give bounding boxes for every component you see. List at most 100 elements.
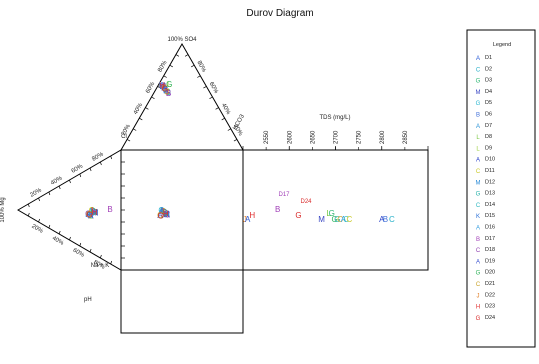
legend-label-d24: D24 xyxy=(485,315,495,321)
cation-point-d4: M xyxy=(92,209,99,218)
anion-right-tick-label: 40% xyxy=(220,102,232,116)
legend-symbol-d4: M xyxy=(476,90,481,96)
square-point-d6: B xyxy=(162,208,167,217)
square-point-d14: C xyxy=(161,208,167,217)
square-point-d17: B xyxy=(162,208,167,217)
anion-point-d19: A xyxy=(164,86,170,95)
tds-point-d20: G xyxy=(331,215,337,224)
legend-symbol-d10: A xyxy=(476,158,480,164)
cation-top-tick xyxy=(38,197,40,202)
cation-bottom-tick xyxy=(110,260,113,265)
legend-label-d4: D4 xyxy=(485,89,492,95)
anion-point-d16: A xyxy=(163,85,169,94)
cation-point-d14: C xyxy=(89,207,95,216)
legend-symbol-d2: C xyxy=(476,67,481,73)
tds-point-d10: A xyxy=(379,215,385,224)
cation-point-d10: A xyxy=(86,210,92,219)
tds-point-d13: G xyxy=(334,215,340,224)
cation-top-tick-label: 80% xyxy=(91,151,105,163)
anion-left-tick xyxy=(126,139,131,142)
cation-point-d3: G xyxy=(89,207,95,216)
square-point-d15: K xyxy=(164,210,170,219)
anion-right-tick xyxy=(197,75,201,78)
legend-symbol-d11: C xyxy=(476,169,481,175)
legend-label-d1: D1 xyxy=(485,55,492,61)
tds-tick-label: 2750 xyxy=(357,130,363,144)
tds-point-d16: A xyxy=(341,215,347,224)
square-point-d10: A xyxy=(157,211,163,220)
legend-label-d3: D3 xyxy=(485,78,492,84)
legend-label-d8: D8 xyxy=(485,134,492,140)
square-point-d23: H xyxy=(163,209,169,218)
legend-label-d19: D19 xyxy=(485,258,495,264)
anion-left-tick xyxy=(139,117,143,121)
anion-triangle xyxy=(120,42,244,151)
legend-items: A D1 C D2 G D3 M D4 G D5 B D6 A D7 L D8 L D9 A D10 C D11 M D12 G… xyxy=(476,55,496,322)
tds-point-d24: G xyxy=(295,211,301,220)
anion-point-d14: C xyxy=(165,88,171,97)
tds-point-d17: B xyxy=(275,205,280,214)
legend-label-d9: D9 xyxy=(485,145,492,151)
anion-right-tick-label: 80% xyxy=(195,60,207,74)
square-point-d2: C xyxy=(158,211,164,220)
anion-point-d13: G xyxy=(162,85,168,94)
anion-left-tick xyxy=(151,96,155,100)
legend-label-d11: D11 xyxy=(485,168,495,174)
square-point-d8: L xyxy=(160,207,165,216)
annotation-d24: D24 xyxy=(300,199,312,205)
legend-label-d17: D17 xyxy=(485,236,495,242)
anion-point-d21: C xyxy=(161,84,167,93)
tds-point-d14: C xyxy=(343,215,349,224)
legend-title: Legend xyxy=(493,42,511,48)
tds-point-d4: M xyxy=(318,215,325,224)
chart-title: Durov Diagram xyxy=(246,8,313,19)
anion-right-tick xyxy=(227,128,231,131)
anion-point-d20: G xyxy=(166,80,172,89)
legend-symbol-d24: G xyxy=(476,316,481,322)
square-point-d22: J xyxy=(161,207,165,216)
anion-point-d22: J xyxy=(165,87,169,96)
anion-point-d8: L xyxy=(164,86,169,95)
legend-symbol-d23: H xyxy=(476,305,480,311)
ph-label: pH xyxy=(84,297,92,303)
legend-symbol-d14: C xyxy=(476,203,481,209)
legend-symbol-d1: A xyxy=(476,56,480,62)
cation-point-d8: L xyxy=(89,211,94,220)
square-point-d11: C xyxy=(160,207,166,216)
legend-label-d20: D20 xyxy=(485,270,495,276)
legend-symbol-d18: C xyxy=(476,248,481,254)
anion-right-tick xyxy=(184,54,189,57)
axis-tick-labels: 20%40%60%80%20%40%60%80%20%40%60%80%20%4… xyxy=(29,59,408,271)
legend-symbol-d16: A xyxy=(476,226,480,232)
legend-symbol-d20: G xyxy=(476,271,481,277)
cation-bottom-tick xyxy=(48,224,51,229)
cation-top-tick-label: 20% xyxy=(29,187,43,199)
cation-point-d22: J xyxy=(90,206,94,215)
tds-tick-label: 2650 xyxy=(310,130,316,144)
square-point-d4: M xyxy=(163,210,170,219)
tds-tick-label: 2800 xyxy=(380,130,386,144)
legend-symbol-d15: K xyxy=(476,214,480,220)
cation-bottom-tick-label: 80% xyxy=(92,260,106,272)
anion-point-d10: A xyxy=(162,84,168,93)
tds-axis-label: TDS (mg/L) xyxy=(319,115,350,121)
cation-point-d13: G xyxy=(86,210,92,219)
anion-left-axis-label: Cl xyxy=(121,134,127,140)
cation-top-tick xyxy=(58,185,61,190)
tds-point-d8: L xyxy=(326,209,331,218)
cation-apex-label: 100% Mg xyxy=(0,197,6,222)
tds-point-d2: C xyxy=(389,215,395,224)
tds-point-d21: C xyxy=(337,215,343,224)
legend-box xyxy=(466,29,536,348)
anion-left-tick xyxy=(133,128,137,131)
anion-point-d18: C xyxy=(161,83,167,92)
cation-point-outlier-b: B xyxy=(107,205,112,214)
legend-symbol-d13: G xyxy=(476,192,481,198)
annotation-d17: D17 xyxy=(278,192,290,198)
anion-point-d9: L xyxy=(167,80,172,89)
anion-point-d6: B xyxy=(166,89,171,98)
legend-label-d2: D2 xyxy=(485,66,492,72)
cation-top-tick xyxy=(48,191,51,196)
cation-top-tick-label: 60% xyxy=(71,163,85,175)
